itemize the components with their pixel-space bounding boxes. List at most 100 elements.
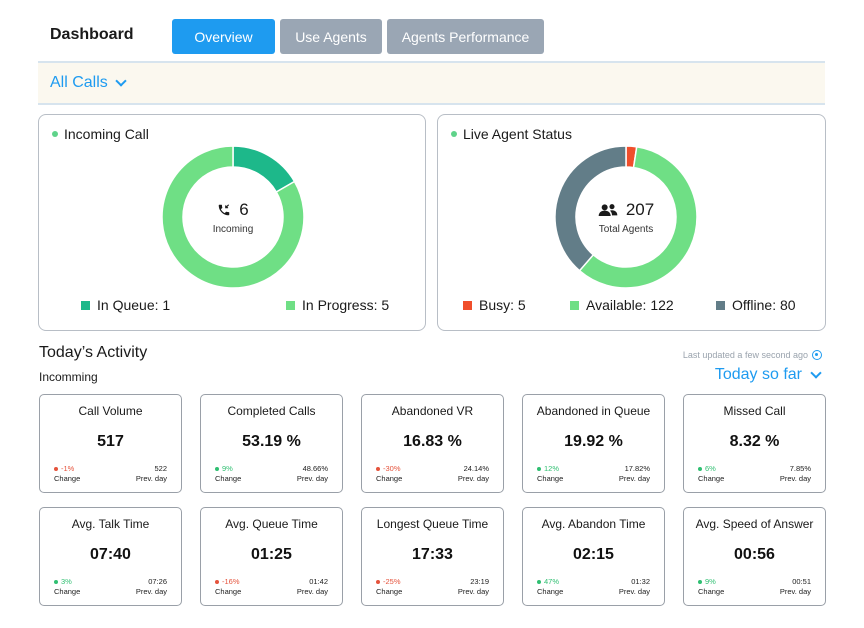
metric-change: 47% (537, 577, 563, 587)
legend-swatch (716, 300, 725, 310)
incoming-call-panel: Incoming Call 6 Incoming In Queue: 1 In … (38, 114, 426, 331)
metric-change: 9% (215, 464, 241, 474)
trend-dot-icon (537, 467, 541, 471)
metric-value: 02:15 (573, 546, 614, 563)
metric-prev-value: 7.85% (789, 464, 811, 473)
trend-dot-icon (376, 467, 380, 471)
metric-prev-value: 24.14% (463, 464, 489, 473)
metric-title: Completed Calls (227, 404, 316, 418)
metric-value: 07:40 (90, 546, 131, 563)
trend-dot-icon (54, 467, 58, 471)
metric-change: 3% (54, 577, 80, 587)
incoming-subtitle: Incomming (39, 370, 98, 384)
metric-change-label: Change (698, 587, 725, 596)
metric-footer: 9% Change 48.66% Prev. day (215, 464, 328, 484)
metric-footer: 47% Change 01:32 Prev. day (537, 577, 650, 597)
metric-title: Abandoned in Queue (536, 404, 651, 418)
legend-in-queue: In Queue: 1 (81, 297, 170, 313)
metric-footer: -30% Change 24.14% Prev. day (376, 464, 489, 484)
metric-prev-label: Prev. day (135, 474, 167, 483)
legend-busy: Busy: 5 (463, 297, 526, 313)
metric-prev-value: 48.66% (302, 464, 328, 473)
metric-change: 12% (537, 464, 563, 474)
metric-title: Avg. Abandon Time (541, 517, 646, 531)
metric-footer: 3% Change 07:26 Prev. day (54, 577, 167, 597)
metric-card: Completed Calls 53.19 % 9% Change 48.66% Prev… (200, 394, 343, 493)
metric-prev-value: 01:42 (309, 577, 328, 586)
trend-dot-icon (698, 580, 702, 584)
legend-available: Available: 122 (570, 297, 674, 313)
metric-change-value: 9% (222, 464, 233, 473)
metric-change-label: Change (376, 587, 403, 596)
metric-change: -25% (376, 577, 402, 587)
metric-change-label: Change (215, 587, 242, 596)
metric-change-value: 47% (544, 577, 560, 586)
metric-prev-label: Prev. day (457, 587, 489, 596)
metric-change-value: -16% (222, 577, 240, 586)
dashboard-tabs: Overview Use Agents Agents Performance (172, 19, 544, 54)
metric-value: 16.83 % (403, 433, 462, 450)
metric-change-label: Change (215, 474, 242, 483)
call-filter-bar: All Calls (38, 61, 825, 105)
metric-card: Abandoned in Queue 19.92 % 12% Change 17.82%… (522, 394, 665, 493)
trend-dot-icon (215, 580, 219, 584)
metric-value: 517 (97, 433, 124, 450)
last-updated: Last updated a few second ago (683, 350, 822, 360)
legend-in-queue-label: In Queue: 1 (97, 297, 171, 313)
legend-swatch (570, 300, 579, 310)
tab-overview[interactable]: Overview (172, 19, 275, 54)
metric-card: Abandoned VR 16.83 % -30% Change 24.14% Prev.… (361, 394, 504, 493)
metric-title: Missed Call (723, 404, 786, 418)
trend-dot-icon (537, 580, 541, 584)
metric-change-value: -30% (383, 464, 401, 473)
live-agent-status-title-text: Live Agent Status (463, 126, 572, 142)
metric-card: Avg. Speed of Answer 00:56 9% Change 00:51 Pr… (683, 507, 826, 606)
metric-card: Avg. Abandon Time 02:15 47% Change 01:32 Prev… (522, 507, 665, 606)
legend-offline: Offline: 80 (716, 297, 796, 313)
trend-dot-icon (215, 467, 219, 471)
metric-title: Call Volume (78, 404, 143, 418)
tab-agents-performance[interactable]: Agents Performance (387, 19, 544, 54)
metric-prev-value: 23:19 (470, 577, 489, 586)
metric-change-value: 9% (705, 577, 716, 586)
metric-footer: -1% Change 522 Prev. day (54, 464, 167, 484)
live-agent-status-title: Live Agent Status (451, 126, 572, 142)
metric-footer: 9% Change 00:51 Prev. day (698, 577, 811, 597)
chevron-down-icon (115, 75, 127, 87)
metric-prev-label: Prev. day (779, 474, 811, 483)
metric-change-value: 12% (544, 464, 560, 473)
trend-dot-icon (54, 580, 58, 584)
metric-change-label: Change (54, 474, 81, 483)
status-dot-icon (451, 131, 457, 137)
metric-title: Longest Queue Time (376, 517, 489, 531)
metric-change-value: -1% (61, 464, 75, 473)
metric-change-label: Change (376, 474, 403, 483)
all-calls-dropdown[interactable]: All Calls (50, 74, 127, 92)
legend-swatch (286, 300, 295, 310)
metric-card: Call Volume 517 -1% Change 522 Prev. day (39, 394, 182, 493)
legend-swatch (463, 300, 472, 310)
time-range-dropdown[interactable]: Today so far (715, 366, 822, 384)
tab-use-agents[interactable]: Use Agents (280, 19, 382, 54)
trend-dot-icon (376, 580, 380, 584)
refresh-icon[interactable] (812, 350, 822, 360)
metric-card: Avg. Queue Time 01:25 -16% Change 01:42 Prev.… (200, 507, 343, 606)
metric-footer: 6% Change 7.85% Prev. day (698, 464, 811, 484)
metric-value: 53.19 % (242, 433, 301, 450)
metric-title: Avg. Queue Time (225, 517, 318, 531)
live-agent-status-donut (554, 145, 698, 289)
metric-prev-label: Prev. day (135, 587, 167, 596)
metric-value: 01:25 (251, 546, 292, 563)
todays-activity-title: Today’s Activity (39, 344, 148, 361)
metric-prev-value: 522 (154, 464, 167, 473)
metric-title: Avg. Talk Time (71, 517, 150, 531)
metric-prev-value: 01:32 (631, 577, 650, 586)
donut-slice (161, 145, 305, 289)
live-agent-status-panel: Live Agent Status 207 Total Agents Busy:… (437, 114, 826, 331)
metric-change: -30% (376, 464, 402, 474)
trend-dot-icon (698, 467, 702, 471)
metric-card: Avg. Talk Time 07:40 3% Change 07:26 Prev. da… (39, 507, 182, 606)
metric-change-value: -25% (383, 577, 401, 586)
metric-prev-label: Prev. day (296, 587, 328, 596)
legend-in-progress: In Progress: 5 (286, 297, 389, 313)
